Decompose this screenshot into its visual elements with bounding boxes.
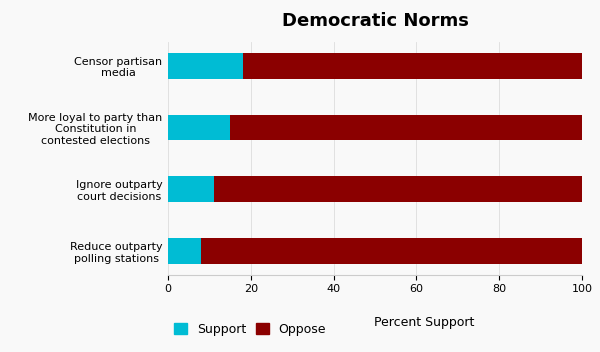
Bar xyxy=(230,114,582,140)
Bar xyxy=(214,176,582,202)
Bar xyxy=(168,53,242,79)
Bar xyxy=(242,53,582,79)
Bar xyxy=(168,238,201,264)
Legend: Support, Oppose: Support, Oppose xyxy=(174,323,326,335)
Title: Democratic Norms: Democratic Norms xyxy=(281,12,469,30)
Text: Percent Support: Percent Support xyxy=(374,316,475,329)
Bar xyxy=(168,176,214,202)
Bar xyxy=(168,114,230,140)
Bar xyxy=(201,238,582,264)
